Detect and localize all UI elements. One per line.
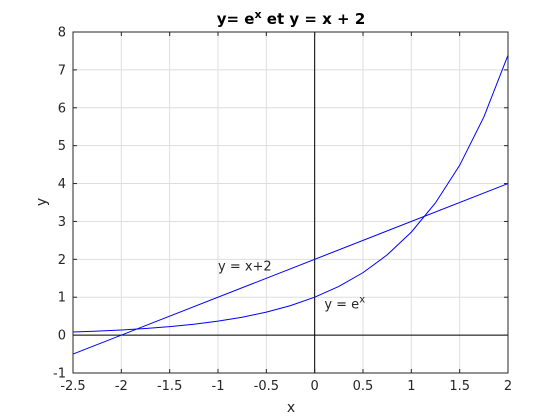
y-tick-label: 1 <box>58 291 66 306</box>
y-tick-labels: -1 0 1 2 3 4 5 6 7 8 <box>53 26 66 382</box>
y-tick-label: 2 <box>58 253 66 268</box>
y-tick-label: -1 <box>53 367 66 382</box>
x-tick-label: -1 <box>212 379 225 394</box>
annotation-exp-label: y = ex <box>324 295 365 313</box>
y-tick-label: 3 <box>58 215 66 230</box>
series-line-exp <box>72 54 509 333</box>
y-tick-label: 7 <box>58 63 66 78</box>
y-tick-label: 5 <box>58 139 66 154</box>
series-line-linear <box>72 183 509 355</box>
x-tick-label: -1.5 <box>157 379 182 394</box>
x-tick-label: -0.5 <box>254 379 279 394</box>
annotation-line-label: y = x+2 <box>218 260 272 275</box>
x-tick-label: -2 <box>115 379 128 394</box>
x-tick-labels: -2.5 -2 -1.5 -1 -0.5 0 0.5 1 1.5 2 <box>60 379 512 394</box>
ticks <box>72 31 509 374</box>
plot-frame <box>72 31 509 374</box>
x-tick-label: 2 <box>504 379 512 394</box>
y-tick-label: 6 <box>58 101 66 116</box>
reference-lines <box>73 32 508 373</box>
x-tick-label: 0 <box>311 379 319 394</box>
x-tick-label: 0.5 <box>353 379 374 394</box>
chart-title: y= ex et y = x + 2 <box>217 8 366 28</box>
x-tick-label: 1.5 <box>449 379 470 394</box>
series-group <box>72 54 509 355</box>
y-axis-label: y <box>34 198 50 206</box>
y-tick-label: 4 <box>58 177 66 192</box>
y-tick-label: 8 <box>58 26 66 41</box>
x-tick-label: -2.5 <box>60 379 85 394</box>
x-axis-label: x <box>287 400 295 416</box>
y-tick-label: 0 <box>58 329 66 344</box>
x-tick-label: 1 <box>407 379 415 394</box>
